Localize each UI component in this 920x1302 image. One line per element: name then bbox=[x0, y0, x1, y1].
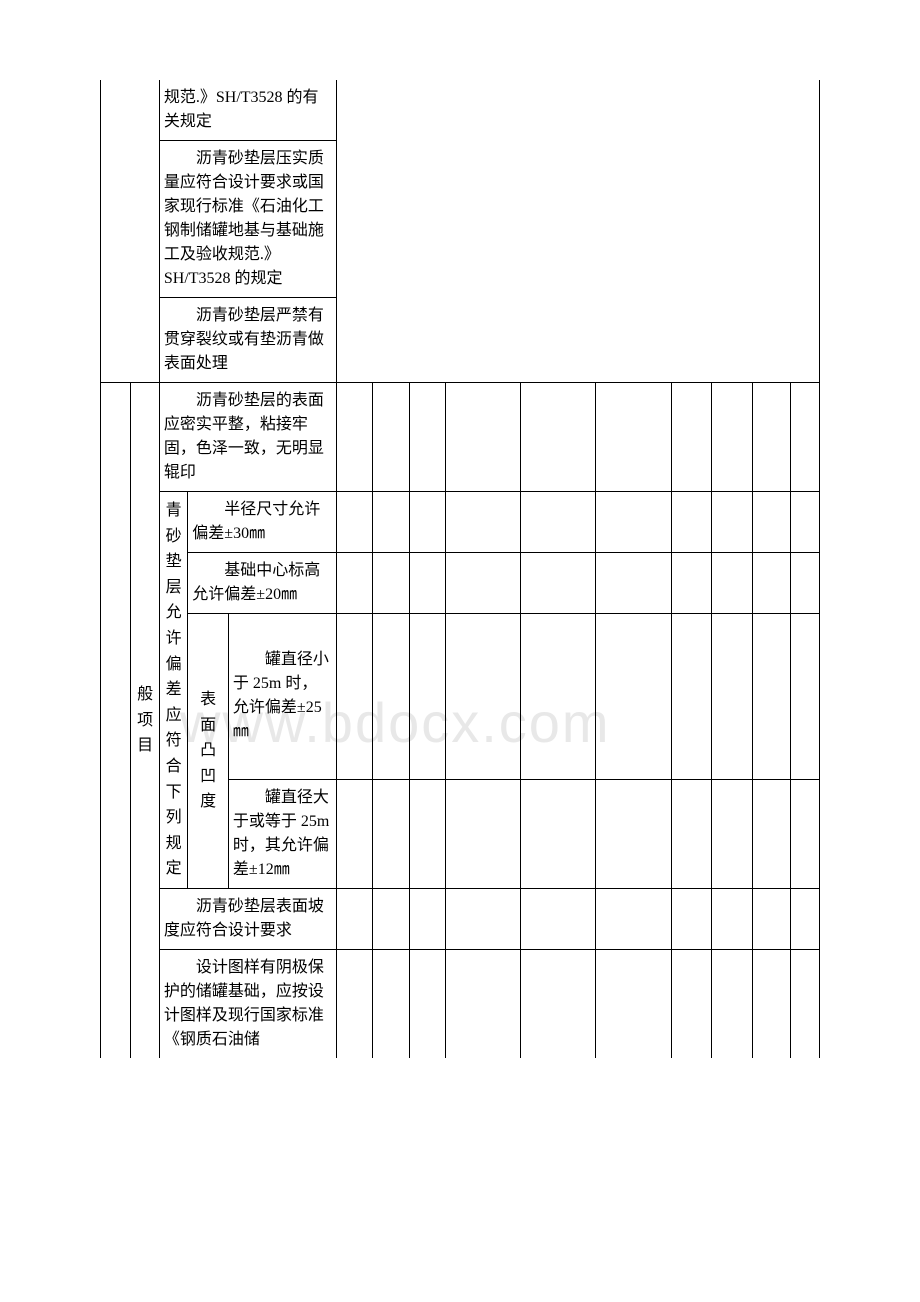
surface-convexity-label: 表面凸凹度 bbox=[192, 687, 224, 815]
data-cell bbox=[521, 553, 596, 614]
spec-text: 沥青砂垫层表面坡度应符合设计要求 bbox=[159, 888, 336, 949]
data-cell bbox=[521, 383, 596, 492]
data-cell bbox=[446, 553, 521, 614]
data-cell bbox=[373, 492, 410, 553]
data-cell bbox=[791, 614, 820, 780]
data-cell bbox=[336, 888, 373, 949]
data-cell bbox=[409, 779, 446, 888]
table-row: 设计图样有阴极保护的储罐基础，应按设计图样及现行国家标准《钢质石油储 bbox=[101, 949, 820, 1058]
deviation-group-label: 青砂垫层允许偏差应符合下列规定 bbox=[166, 498, 182, 882]
deviation-group-label-cell: 青砂垫层允许偏差应符合下列规定 bbox=[159, 492, 187, 889]
data-cell bbox=[409, 949, 446, 1058]
data-cell bbox=[752, 383, 791, 492]
data-cell bbox=[373, 614, 410, 780]
data-cell bbox=[336, 492, 373, 553]
data-cell bbox=[336, 614, 373, 780]
data-cell bbox=[671, 949, 712, 1058]
data-cell bbox=[446, 383, 521, 492]
table-row: 沥青砂垫层表面坡度应符合设计要求 bbox=[101, 888, 820, 949]
data-cell bbox=[596, 779, 671, 888]
left-margin-cell bbox=[101, 383, 131, 1058]
data-cell bbox=[791, 383, 820, 492]
data-cell bbox=[671, 492, 712, 553]
data-cell bbox=[752, 888, 791, 949]
data-cell bbox=[446, 888, 521, 949]
top-left-merged-cell bbox=[101, 80, 160, 383]
data-cell bbox=[446, 949, 521, 1058]
table-row: 表面凸凹度 罐直径小于 25m 时，允许偏差±25㎜ bbox=[101, 614, 820, 780]
data-cell bbox=[596, 492, 671, 553]
data-cell bbox=[336, 949, 373, 1058]
data-cell bbox=[446, 492, 521, 553]
data-cell bbox=[596, 614, 671, 780]
data-cell bbox=[446, 779, 521, 888]
data-cell bbox=[671, 888, 712, 949]
data-cell bbox=[752, 949, 791, 1058]
spec-text: 罐直径大于或等于 25m时，其允许偏差±12㎜ bbox=[228, 779, 336, 888]
data-cell bbox=[671, 614, 712, 780]
table-row: 般项目 沥青砂垫层的表面应密实平整，粘接牢固，色泽一致，无明显辊印 bbox=[101, 383, 820, 492]
data-cell bbox=[712, 779, 753, 888]
data-cell bbox=[712, 949, 753, 1058]
spec-text: 罐直径小于 25m 时，允许偏差±25㎜ bbox=[228, 614, 336, 780]
data-cell bbox=[373, 888, 410, 949]
data-cell bbox=[409, 492, 446, 553]
data-cell bbox=[752, 779, 791, 888]
data-cell bbox=[373, 383, 410, 492]
spec-text: 半径尺寸允许偏差±30㎜ bbox=[188, 492, 336, 553]
data-cell bbox=[373, 949, 410, 1058]
data-cell bbox=[373, 553, 410, 614]
data-cell bbox=[409, 553, 446, 614]
data-cell bbox=[791, 888, 820, 949]
data-cell bbox=[671, 553, 712, 614]
data-cell bbox=[791, 492, 820, 553]
document-page: www.bdocx.com 规范.》SH/T3528 的有关规定 沥青砂垫层压实… bbox=[0, 0, 920, 1118]
spec-text: 沥青砂垫层严禁有贯穿裂纹或有垫沥青做表面处理 bbox=[159, 298, 336, 383]
spec-text: 沥青砂垫层的表面应密实平整，粘接牢固，色泽一致，无明显辊印 bbox=[159, 383, 336, 492]
table-row: 青砂垫层允许偏差应符合下列规定 半径尺寸允许偏差±30㎜ bbox=[101, 492, 820, 553]
data-cell bbox=[409, 614, 446, 780]
data-cell bbox=[791, 949, 820, 1058]
data-cell bbox=[712, 614, 753, 780]
top-blank-area bbox=[336, 80, 819, 383]
data-cell bbox=[521, 779, 596, 888]
data-cell bbox=[752, 492, 791, 553]
data-cell bbox=[791, 553, 820, 614]
data-cell bbox=[791, 779, 820, 888]
spec-text: 沥青砂垫层压实质量应符合设计要求或国家现行标准《石油化工钢制储罐地基与基础施工及… bbox=[159, 141, 336, 298]
data-cell bbox=[712, 553, 753, 614]
data-cell bbox=[409, 383, 446, 492]
data-cell bbox=[671, 383, 712, 492]
data-cell bbox=[596, 383, 671, 492]
data-cell bbox=[671, 779, 712, 888]
spec-text: 设计图样有阴极保护的储罐基础，应按设计图样及现行国家标准《钢质石油储 bbox=[159, 949, 336, 1058]
table-row: 基础中心标高允许偏差±20㎜ bbox=[101, 553, 820, 614]
data-cell bbox=[712, 492, 753, 553]
data-cell bbox=[521, 888, 596, 949]
data-cell bbox=[521, 492, 596, 553]
category-label-cell: 般项目 bbox=[131, 383, 159, 1058]
data-cell bbox=[752, 614, 791, 780]
spec-text: 基础中心标高允许偏差±20㎜ bbox=[188, 553, 336, 614]
data-cell bbox=[712, 888, 753, 949]
category-label: 般项目 bbox=[137, 682, 153, 759]
data-cell bbox=[596, 888, 671, 949]
data-cell bbox=[336, 779, 373, 888]
inspection-table: 规范.》SH/T3528 的有关规定 沥青砂垫层压实质量应符合设计要求或国家现行… bbox=[100, 80, 820, 1058]
data-cell bbox=[521, 949, 596, 1058]
data-cell bbox=[336, 383, 373, 492]
data-cell bbox=[409, 888, 446, 949]
data-cell bbox=[521, 614, 596, 780]
table-row: 规范.》SH/T3528 的有关规定 bbox=[101, 80, 820, 141]
data-cell bbox=[712, 383, 753, 492]
spec-text: 规范.》SH/T3528 的有关规定 bbox=[159, 80, 336, 141]
data-cell bbox=[446, 614, 521, 780]
data-cell bbox=[596, 553, 671, 614]
data-cell bbox=[596, 949, 671, 1058]
data-cell bbox=[336, 553, 373, 614]
surface-convexity-label-cell: 表面凸凹度 bbox=[188, 614, 229, 889]
data-cell bbox=[373, 779, 410, 888]
data-cell bbox=[752, 553, 791, 614]
